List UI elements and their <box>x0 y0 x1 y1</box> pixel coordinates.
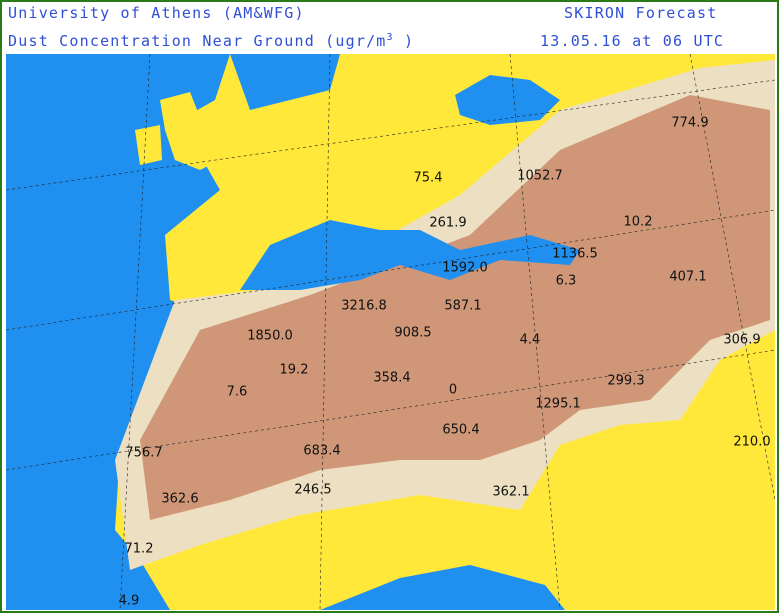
graticule <box>6 54 775 610</box>
concentration-label: 299.3 <box>607 374 644 389</box>
concentration-label: 774.9 <box>671 116 708 131</box>
concentration-label: 4.4 <box>520 333 541 348</box>
ireland <box>135 125 162 165</box>
mediterranean <box>240 220 580 290</box>
concentration-label: 7.6 <box>227 385 248 400</box>
concentration-label: 246.5 <box>294 483 331 498</box>
black-sea <box>455 75 560 125</box>
product: SKIRON Forecast <box>564 4 718 22</box>
valid-time: 13.05.16 at 06 UTC <box>540 32 725 50</box>
concentration-label: 1052.7 <box>517 169 563 184</box>
concentration-label: 407.1 <box>669 270 706 285</box>
concentration-label: 10.2 <box>624 215 653 230</box>
concentration-label: 650.4 <box>442 423 479 438</box>
concentration-label: 19.2 <box>280 363 309 378</box>
concentration-label: 75.4 <box>414 171 443 186</box>
title: Dust Concentration Near Ground (ugr/m3 ) <box>8 32 414 50</box>
labels: 774.9 1052.7 75.4 261.9 10.2 1136.5 1592.0 6.3 4… <box>119 116 771 609</box>
north-sea <box>230 54 340 110</box>
concentration-label: 358.4 <box>373 371 410 386</box>
concentration-label: 1136.5 <box>552 247 598 262</box>
concentration-label: 261.9 <box>429 216 466 231</box>
concentration-label: 362.1 <box>492 485 529 500</box>
title-text: Dust Concentration Near Ground (ugr/m <box>8 32 387 50</box>
atlantic <box>6 54 230 610</box>
concentration-label: 908.5 <box>394 326 431 341</box>
concentration-label: 1850.0 <box>247 329 293 344</box>
concentration-label: 71.2 <box>125 542 154 557</box>
concentration-label: 1295.1 <box>535 397 581 412</box>
concentration-label: 3216.8 <box>341 299 387 314</box>
concentration-label: 683.4 <box>303 444 340 459</box>
concentration-label: 0 <box>449 383 457 398</box>
concentration-label: 306.9 <box>723 333 760 348</box>
concentration-label: 6.3 <box>556 274 577 289</box>
gulf-of-guinea <box>320 565 565 610</box>
uk <box>160 92 220 170</box>
concentration-label: 587.1 <box>444 299 481 314</box>
concentration-label: 210.0 <box>733 435 770 450</box>
dust-heavy <box>140 95 770 520</box>
concentration-label: 1592.0 <box>442 261 488 276</box>
concentration-label: 756.7 <box>125 446 162 461</box>
concentration-label: 4.9 <box>119 594 140 609</box>
title-exponent: 3 <box>386 32 394 43</box>
concentration-label: 362.6 <box>161 492 198 507</box>
map: 774.9 1052.7 75.4 261.9 10.2 1136.5 1592.0 6.3 4… <box>6 54 775 610</box>
institution: University of Athens (AM&WFG) <box>8 4 305 22</box>
title-close: ) <box>404 32 415 50</box>
